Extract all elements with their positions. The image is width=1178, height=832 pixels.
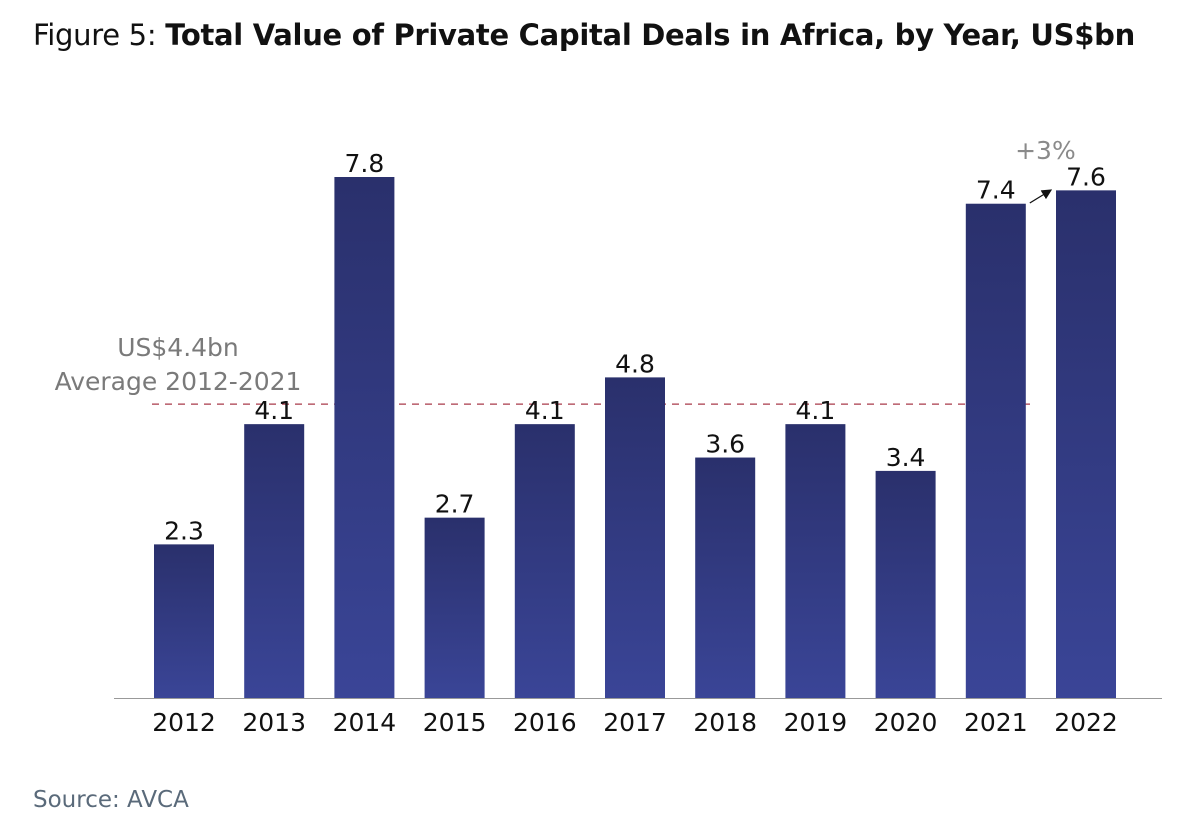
x-tick-2018: 2018	[693, 708, 757, 737]
x-tick-2016: 2016	[513, 708, 577, 737]
data-label-2019: 4.1	[796, 396, 836, 425]
title-main: Total Value of Private Capital Deals in …	[165, 18, 1135, 52]
x-tick-2012: 2012	[152, 708, 216, 737]
bar-2013	[244, 424, 305, 698]
data-label-2018: 3.6	[705, 430, 745, 459]
data-label-2016: 4.1	[525, 396, 565, 425]
bar-2019	[785, 424, 846, 698]
growth-arrow	[1029, 189, 1053, 204]
x-tick-2021: 2021	[964, 708, 1028, 737]
average-period-label: Average 2012-2021	[55, 367, 302, 396]
x-tick-2015: 2015	[423, 708, 487, 737]
x-tick-2020: 2020	[874, 708, 938, 737]
data-label-2020: 3.4	[886, 443, 926, 472]
x-tick-2022: 2022	[1054, 708, 1118, 737]
data-label-2014: 7.8	[345, 149, 385, 178]
x-tick-2017: 2017	[603, 708, 667, 737]
average-value-label: US$4.4bn	[117, 333, 239, 362]
data-label-2012: 2.3	[164, 516, 204, 545]
x-tick-2019: 2019	[784, 708, 848, 737]
chart-title: Figure 5: Total Value of Private Capital…	[33, 18, 1135, 52]
bar-2014	[334, 177, 395, 698]
data-label-2017: 4.8	[615, 349, 655, 378]
growth-annotation: +3%	[1015, 136, 1076, 165]
bar-2021	[965, 203, 1026, 698]
data-label-2021: 7.4	[976, 176, 1016, 205]
bar-2012	[154, 544, 214, 698]
data-label-2013: 4.1	[254, 396, 294, 425]
bar-2016	[514, 424, 575, 698]
bar-2018	[695, 457, 756, 698]
title-prefix: Figure 5:	[33, 18, 166, 52]
bar-2015	[424, 517, 485, 698]
bar-2022	[1056, 190, 1116, 698]
x-tick-2013: 2013	[242, 708, 306, 737]
x-tick-2014: 2014	[333, 708, 397, 737]
bar-2020	[875, 470, 936, 698]
bar-2017	[605, 377, 665, 698]
source-note: Source: AVCA	[33, 787, 189, 813]
data-label-2015: 2.7	[435, 490, 475, 519]
data-label-2022: 7.6	[1066, 162, 1106, 191]
